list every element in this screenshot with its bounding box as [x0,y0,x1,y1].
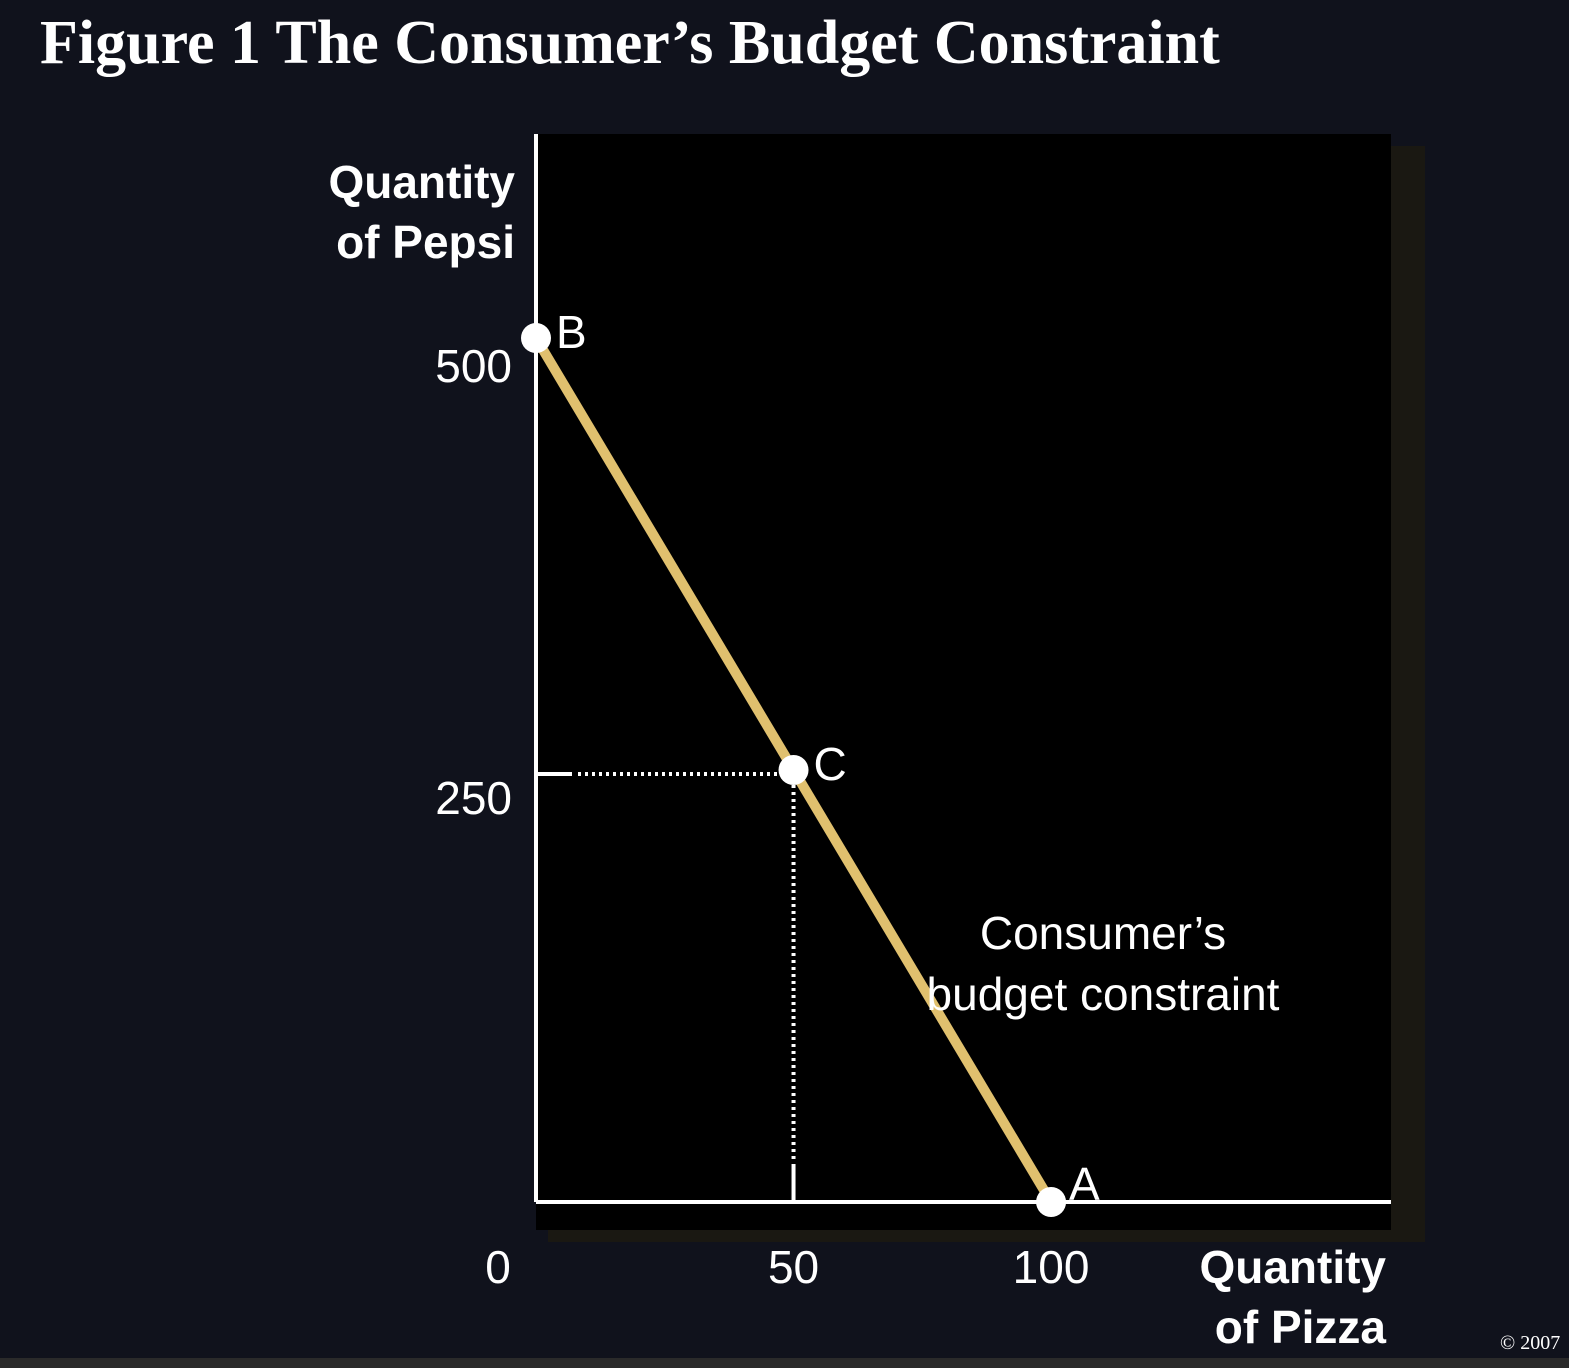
budget-constraint-annotation-line1: Consumer’s [980,907,1226,959]
y-tick-label: 250 [435,772,512,824]
x-axis-label-line1: Quantity [1199,1241,1386,1293]
point-a-label: A [1069,1158,1100,1210]
slide-title: Figure 1 The Consumer’s Budget Constrain… [40,9,1220,77]
copyright-notice: © 2007 [1500,1332,1561,1354]
budget-constraint-annotation-line2: budget constraint [927,968,1280,1020]
x-tick-label: 0 [485,1241,511,1293]
axis-ticks: 0 50 100 250 500 [435,340,1089,1293]
x-axis-label-line2: of Pizza [1215,1301,1387,1353]
bottom-bar [0,1358,1569,1368]
guide-lines [536,772,796,1202]
points-layer: B C A [521,306,1100,1217]
point-b-marker [521,323,551,353]
y-axis-label-line2: of Pepsi [336,216,515,268]
point-a-marker [1036,1187,1067,1217]
point-c-marker [778,755,809,785]
point-b-label: B [556,306,587,358]
y-axis-label-line1: Quantity [328,156,515,208]
x-tick-label: 100 [1013,1241,1090,1293]
plot-area [536,134,1391,1230]
x-tick-label: 50 [768,1241,819,1293]
y-tick-label: 500 [435,340,512,392]
point-c-label: C [814,738,847,790]
